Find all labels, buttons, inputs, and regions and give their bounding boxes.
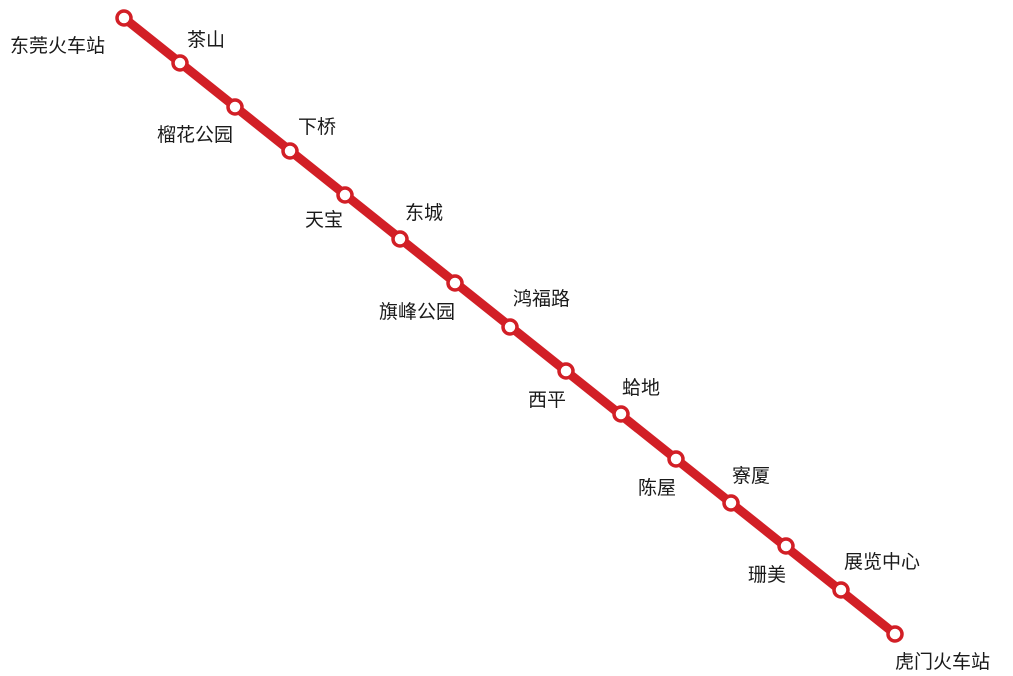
station-label-s11: 陈屋 bbox=[638, 477, 676, 499]
station-label-s10: 蛤地 bbox=[622, 377, 660, 399]
station-label-s3: 榴花公园 bbox=[157, 124, 233, 146]
station-marker-s1[interactable] bbox=[115, 9, 133, 27]
station-marker-s9[interactable] bbox=[557, 362, 575, 380]
station-label-s7: 旗峰公园 bbox=[379, 301, 455, 323]
station-label-s1: 东莞火车站 bbox=[10, 35, 105, 57]
station-marker-s6[interactable] bbox=[391, 230, 409, 248]
station-label-s8: 鸿福路 bbox=[513, 288, 570, 310]
station-marker-s7[interactable] bbox=[446, 274, 464, 292]
station-label-s2: 茶山 bbox=[187, 29, 225, 51]
station-label-s14: 展览中心 bbox=[844, 551, 920, 573]
station-label-s13: 珊美 bbox=[748, 564, 786, 586]
station-label-s4: 下桥 bbox=[298, 116, 336, 138]
station-label-s15: 虎门火车站 bbox=[895, 651, 990, 673]
station-marker-s13[interactable] bbox=[777, 537, 795, 555]
station-label-s6: 东城 bbox=[405, 202, 443, 224]
station-marker-s5[interactable] bbox=[336, 186, 354, 204]
station-marker-s15[interactable] bbox=[886, 625, 904, 643]
station-marker-s12[interactable] bbox=[722, 494, 740, 512]
station-marker-s11[interactable] bbox=[667, 450, 685, 468]
station-marker-s8[interactable] bbox=[501, 318, 519, 336]
station-marker-s14[interactable] bbox=[832, 581, 850, 599]
station-marker-s3[interactable] bbox=[226, 98, 244, 116]
station-marker-s4[interactable] bbox=[281, 142, 299, 160]
station-label-s5: 天宝 bbox=[305, 209, 343, 231]
station-label-s9: 西平 bbox=[528, 389, 566, 411]
station-marker-s2[interactable] bbox=[171, 54, 189, 72]
station-label-s12: 寮厦 bbox=[732, 465, 770, 487]
station-markers bbox=[115, 9, 904, 643]
station-marker-s10[interactable] bbox=[612, 405, 630, 423]
